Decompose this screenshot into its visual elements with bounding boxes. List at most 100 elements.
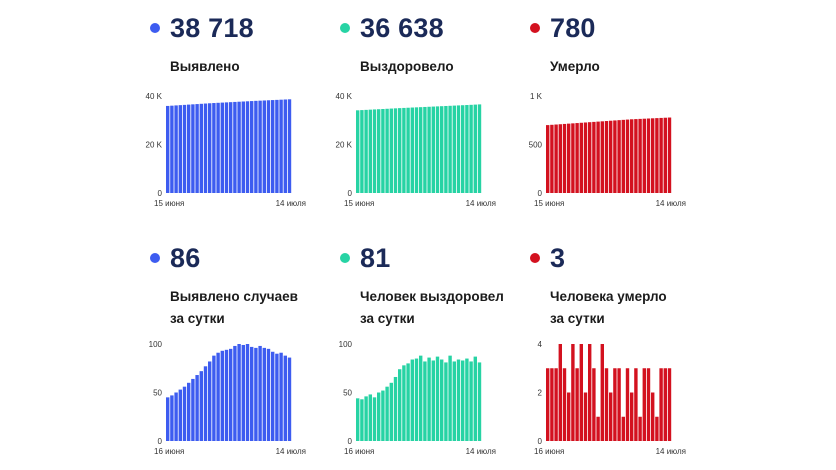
bar	[410, 359, 414, 441]
bar	[178, 389, 182, 441]
bar	[414, 107, 419, 193]
bar	[465, 105, 469, 193]
bar-chart: 0 500 1 K 15 июня 14 июля	[529, 92, 686, 208]
bar	[630, 119, 634, 193]
y-tick-label: 20 K	[336, 141, 353, 150]
bar	[250, 346, 254, 441]
stat-label-line: за сутки	[170, 311, 225, 326]
bar	[368, 109, 372, 193]
bar	[393, 376, 398, 441]
bar	[571, 344, 575, 441]
bar	[262, 347, 266, 441]
bar	[166, 105, 170, 193]
x-tick-label: 14 июля	[656, 447, 686, 456]
bar	[651, 392, 655, 441]
bar	[579, 344, 583, 441]
bar	[423, 361, 427, 441]
bar	[199, 371, 203, 441]
bar	[659, 117, 663, 193]
bar	[191, 378, 195, 441]
bar	[444, 362, 448, 441]
legend-dot	[150, 253, 160, 263]
bar	[398, 369, 402, 441]
bar	[625, 368, 630, 441]
bar	[546, 368, 550, 441]
y-tick-label: 0	[538, 189, 543, 198]
bar	[233, 101, 237, 193]
bar	[579, 122, 583, 193]
bar-chart: 0 20 K 40 K 15 июня 14 июля	[146, 92, 306, 208]
bar	[368, 394, 372, 441]
bar	[406, 107, 410, 193]
bar	[465, 358, 469, 441]
bar	[575, 123, 579, 193]
bar	[398, 108, 402, 194]
bar	[440, 359, 444, 441]
bar	[659, 368, 663, 441]
x-tick-label: 14 июля	[466, 447, 496, 456]
bar	[364, 396, 368, 441]
bar	[456, 359, 461, 441]
y-tick-label: 1 K	[530, 92, 543, 101]
y-tick-label: 0	[158, 189, 163, 198]
x-tick-label: 14 июля	[656, 199, 686, 208]
bar	[609, 392, 613, 441]
bar	[600, 121, 604, 193]
stat-label-line: Умерло	[550, 59, 600, 74]
bar	[583, 392, 588, 441]
bar	[546, 125, 550, 193]
bar	[389, 108, 393, 193]
bar	[250, 101, 254, 193]
legend-dot	[340, 23, 350, 33]
bar	[178, 105, 182, 193]
legend-dot	[150, 23, 160, 33]
bar	[187, 382, 191, 441]
bar	[174, 105, 178, 193]
bar	[356, 398, 360, 441]
bar	[237, 344, 241, 441]
bar	[258, 100, 262, 193]
bar	[444, 105, 448, 193]
bar	[360, 110, 364, 193]
stat-label: Человек выздоровел за сутки	[360, 286, 504, 330]
y-tick-label: 40 K	[336, 92, 353, 101]
bar	[220, 102, 224, 193]
y-tick-label: 50	[153, 389, 162, 398]
bar	[220, 350, 224, 441]
x-tick-label: 15 июня	[344, 199, 374, 208]
bar	[381, 109, 385, 193]
stat-label-line: Человека умерло	[550, 289, 667, 304]
bar	[431, 360, 435, 441]
bar	[617, 120, 621, 193]
bar	[477, 104, 482, 193]
bar	[613, 368, 617, 441]
bar	[448, 355, 452, 441]
bar	[558, 124, 562, 193]
bar-chart: 0 20 K 40 K 15 июня 14 июля	[336, 92, 496, 208]
bar	[203, 103, 208, 193]
bar	[279, 99, 283, 193]
y-tick-label: 4	[538, 340, 543, 349]
bar	[646, 368, 651, 441]
bar	[229, 348, 233, 441]
bar	[241, 101, 245, 193]
stat-label: Выздоровело	[360, 56, 454, 78]
bar	[461, 360, 465, 441]
bar	[229, 102, 233, 193]
bar	[554, 368, 558, 441]
bar	[245, 101, 250, 193]
bar	[440, 106, 444, 193]
bar	[663, 117, 667, 193]
stat-label-line: Человек выздоровел	[360, 289, 504, 304]
bar	[667, 117, 672, 193]
bar	[254, 347, 258, 441]
stat-label: Умерло	[550, 56, 600, 78]
bar	[266, 348, 271, 441]
bar	[655, 416, 659, 441]
x-tick-label: 16 июня	[534, 447, 564, 456]
bar	[588, 344, 592, 441]
bar	[406, 363, 410, 441]
y-tick-label: 100	[339, 340, 353, 349]
x-tick-label: 15 июня	[154, 199, 184, 208]
bar	[356, 110, 360, 193]
